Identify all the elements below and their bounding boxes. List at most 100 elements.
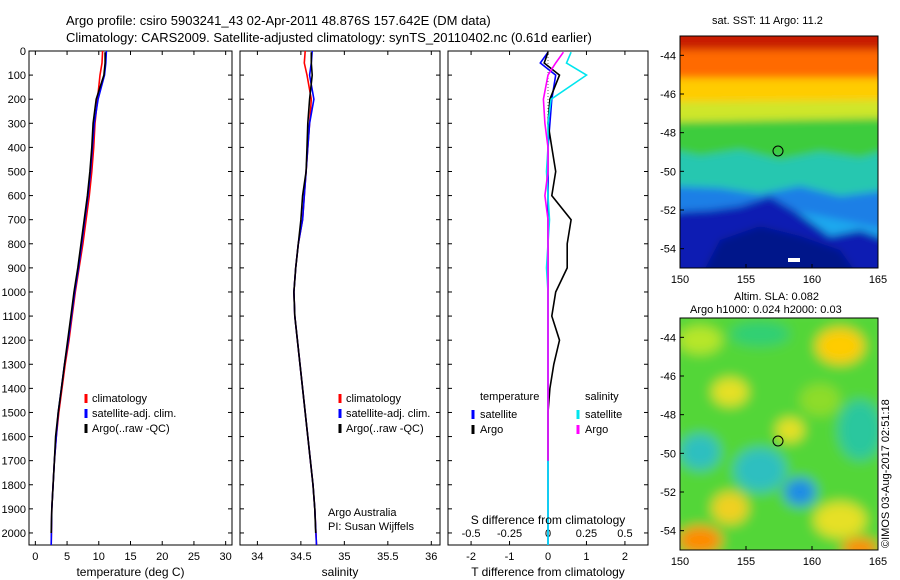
annotation-text: PI: Susan Wijffels — [328, 521, 414, 533]
map-x-tick-label: 165 — [869, 556, 887, 568]
salinity-panel-frame — [239, 50, 441, 546]
difference-plot: -2 -1 0 1 2-0.5 -0.25 0 0.25 0.5T difference fro… — [448, 50, 648, 579]
map-x-tick-label: 150 — [671, 556, 689, 568]
y-tick-label: 700 — [8, 215, 26, 227]
temperature-plot: 0 5 10 15 20 25 300100200300400500600700800900… — [2, 46, 232, 579]
x-tick-label: 2 — [622, 551, 628, 563]
x-axis-label: temperature (deg C) — [76, 565, 184, 579]
sla-map — [679, 317, 879, 551]
x-tick-label: 0 — [32, 551, 38, 563]
x-tick-label: 35.5 — [377, 551, 398, 563]
sst-map-frame — [679, 35, 879, 269]
x-tick-label: 1 — [583, 551, 589, 563]
y-tick-label: 900 — [8, 263, 26, 275]
y-tick-label: 400 — [8, 142, 26, 154]
figure-title-line-1: Argo profile: csiro 5903241_43 02-Apr-20… — [66, 13, 491, 28]
map-y-tick-label: -50 — [660, 166, 676, 178]
x-tick-label: 0 — [545, 551, 551, 563]
y-tick-label: 1700 — [2, 456, 26, 468]
map-y-tick-label: -54 — [660, 244, 676, 256]
map-x-tick-label: 160 — [803, 274, 821, 286]
series-line-3 — [542, 51, 565, 461]
sla-map-frame — [679, 317, 879, 551]
temperature-panel-frame — [28, 50, 233, 546]
x-tick-label: -2 — [466, 551, 476, 563]
y-tick-label: 1200 — [2, 335, 26, 347]
sst-map — [679, 35, 879, 269]
map-y-tick-label: -46 — [660, 89, 676, 101]
y-tick-label: 300 — [8, 118, 26, 130]
sst-map-title: sat. SST: 11 Argo: 11.2 — [712, 15, 823, 27]
legend-group-title: salinity — [585, 391, 619, 403]
map-y-tick-label: -52 — [660, 205, 676, 217]
x2-tick-label: 0.25 — [576, 528, 597, 540]
series-line-2 — [50, 52, 106, 534]
map-y-tick-label: -50 — [660, 448, 676, 460]
x-tick-label: 34 — [251, 551, 263, 563]
y-tick-label: 1800 — [2, 480, 26, 492]
map-x-tick-label: 155 — [737, 274, 755, 286]
y-tick-label: 1100 — [2, 311, 26, 323]
imos-watermark: ©IMOS 03-Aug-2017 02:51:18 — [880, 399, 892, 548]
map-x-tick-label: 150 — [671, 274, 689, 286]
sst-map-land-patch — [788, 258, 800, 262]
y-tick-label: 2000 — [2, 528, 26, 540]
x-tick-label: 36 — [425, 551, 437, 563]
map-x-tick-label: 160 — [803, 556, 821, 568]
x-tick-label: 25 — [188, 551, 200, 563]
legend-label: Argo — [585, 424, 608, 436]
map-y-tick-label: -48 — [660, 410, 676, 422]
map-y-tick-label: -48 — [660, 128, 676, 140]
legend-label: satellite — [585, 409, 622, 421]
y-tick-label: 1500 — [2, 407, 26, 419]
x-tick-label: 15 — [124, 551, 136, 563]
x2-tick-label: 0.5 — [617, 528, 632, 540]
map-y-tick-label: -44 — [660, 50, 676, 62]
series-line-2 — [293, 52, 317, 534]
y-tick-label: 1600 — [2, 432, 26, 444]
y-tick-label: 1400 — [2, 383, 26, 395]
x-axis-label: T difference from climatology — [471, 565, 625, 579]
y-tick-label: 500 — [8, 166, 26, 178]
y-tick-label: 1900 — [2, 504, 26, 516]
figure-title-line-2: Climatology: CARS2009. Satellite-adjuste… — [66, 30, 592, 45]
x-axis-label: salinity — [322, 565, 359, 579]
x2-axis-label: S difference from climatology — [471, 513, 626, 527]
x-tick-label: 5 — [64, 551, 70, 563]
map-x-tick-label: 155 — [737, 556, 755, 568]
sst-float-marker — [772, 145, 784, 157]
y-tick-label: 600 — [8, 191, 26, 203]
map-y-tick-label: -52 — [660, 487, 676, 499]
legend-label: satellite — [480, 409, 517, 421]
x-tick-label: -1 — [505, 551, 515, 563]
x-tick-label: 35 — [338, 551, 350, 563]
sla-map-title-line-1: Altim. SLA: 0.082 — [734, 291, 819, 303]
legend-label: Argo(..raw -QC) — [92, 423, 170, 435]
legend-label: climatology — [346, 393, 402, 405]
y-tick-label: 800 — [8, 239, 26, 251]
legend-label: Argo(..raw -QC) — [346, 423, 424, 435]
legend-label: Argo — [480, 424, 503, 436]
legend-label: satellite-adj. clim. — [346, 408, 430, 420]
map-y-tick-label: -54 — [660, 526, 676, 538]
x2-tick-label: -0.5 — [462, 528, 481, 540]
legend-label: satellite-adj. clim. — [92, 408, 176, 420]
x-tick-label: 20 — [156, 551, 168, 563]
y-tick-label: 1000 — [2, 287, 26, 299]
x2-tick-label: -0.25 — [497, 528, 522, 540]
annotation-text: Argo Australia — [328, 507, 397, 519]
x-tick-label: 34.5 — [290, 551, 311, 563]
y-tick-label: 0 — [20, 46, 26, 58]
legend-label: climatology — [92, 393, 148, 405]
map-axes: 150 155 160 165 -44 -46 -48 -50 -52 -54 150 155 160 1… — [660, 50, 887, 568]
series-line-1 — [543, 51, 572, 461]
sla-map-title-line-2: Argo h1000: 0.024 h2000: 0.03 — [690, 304, 842, 316]
x-tick-label: 30 — [220, 551, 232, 563]
legend-group-title: temperature — [480, 391, 539, 403]
map-x-tick-label: 165 — [869, 274, 887, 286]
y-tick-label: 1300 — [2, 359, 26, 371]
map-y-tick-label: -44 — [660, 332, 676, 344]
y-tick-label: 100 — [8, 70, 26, 82]
salinity-plot: 34 34.5 35 35.5 36 salinity climatology satelli… — [240, 50, 440, 579]
